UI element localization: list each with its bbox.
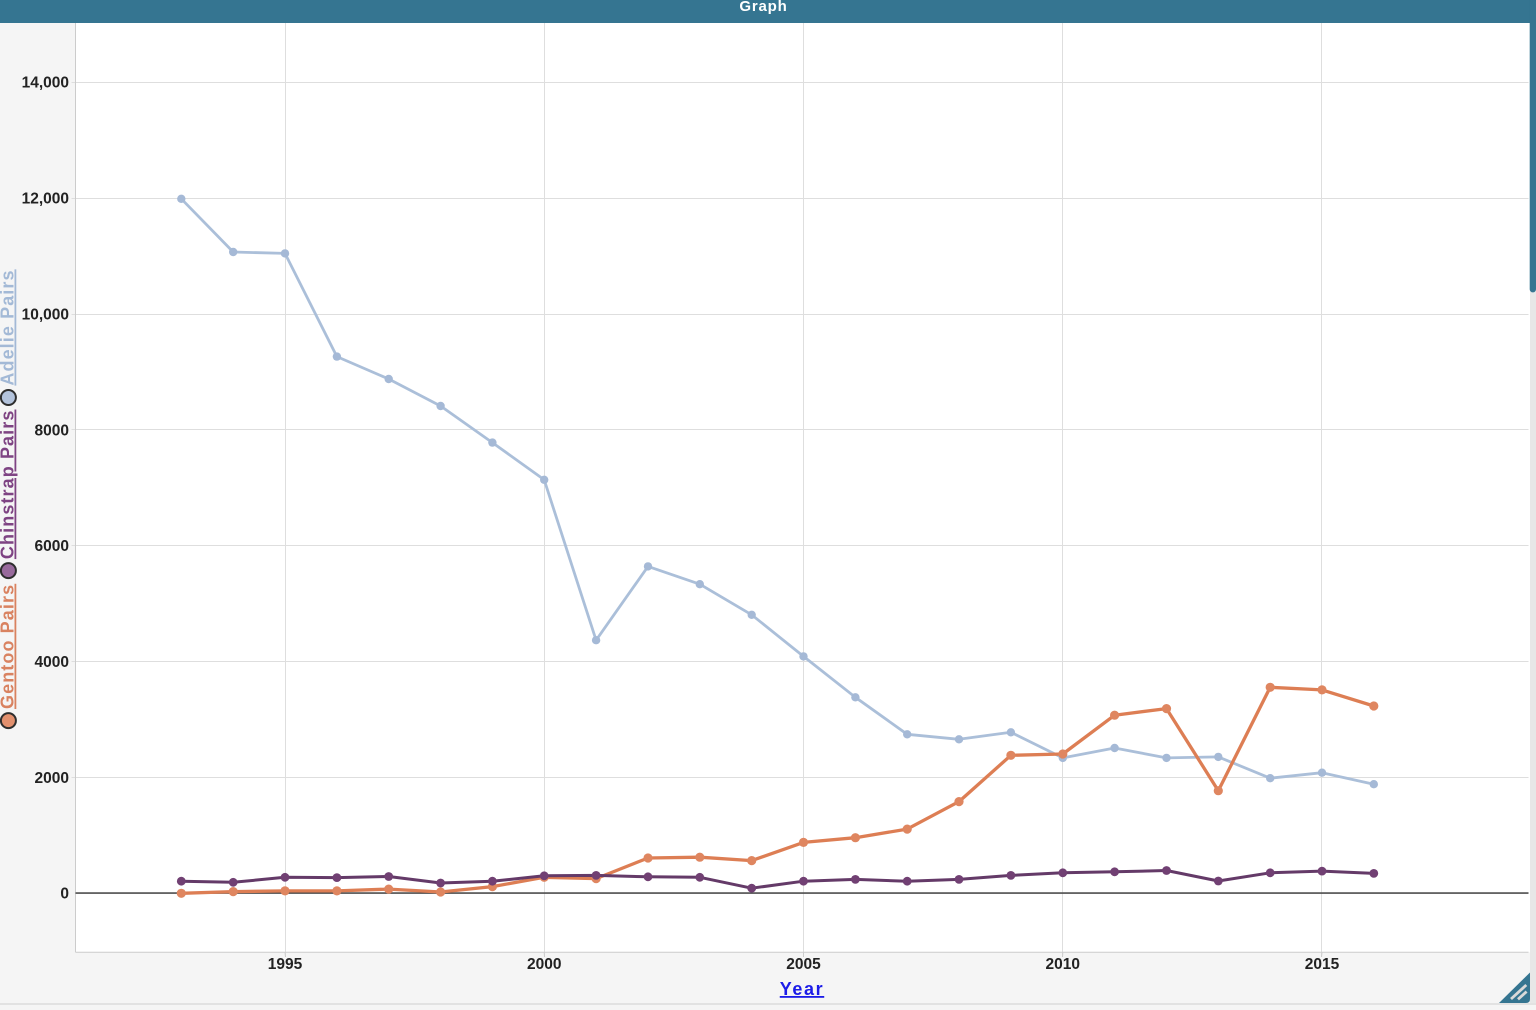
- svg-text:12,000: 12,000: [22, 191, 69, 208]
- svg-text:2010: 2010: [1046, 956, 1080, 973]
- svg-text:Chinstrap Pairs: Chinstrap Pairs: [0, 410, 18, 560]
- svg-text:2005: 2005: [786, 956, 821, 973]
- svg-text:Year: Year: [780, 979, 824, 999]
- svg-text:14,000: 14,000: [22, 75, 69, 92]
- svg-text:Adelie Pairs: Adelie Pairs: [0, 269, 18, 385]
- svg-text:10,000: 10,000: [22, 306, 69, 323]
- svg-text:Graph: Graph: [739, 0, 787, 15]
- svg-text:1995: 1995: [268, 956, 303, 973]
- svg-text:2000: 2000: [527, 956, 561, 973]
- svg-text:Gentoo Pairs: Gentoo Pairs: [0, 584, 18, 709]
- svg-text:2000: 2000: [35, 770, 69, 787]
- svg-text:2015: 2015: [1305, 956, 1340, 973]
- svg-text:0: 0: [60, 886, 69, 903]
- svg-text:6000: 6000: [35, 538, 69, 555]
- svg-text:8000: 8000: [35, 422, 69, 439]
- svg-text:4000: 4000: [35, 654, 69, 671]
